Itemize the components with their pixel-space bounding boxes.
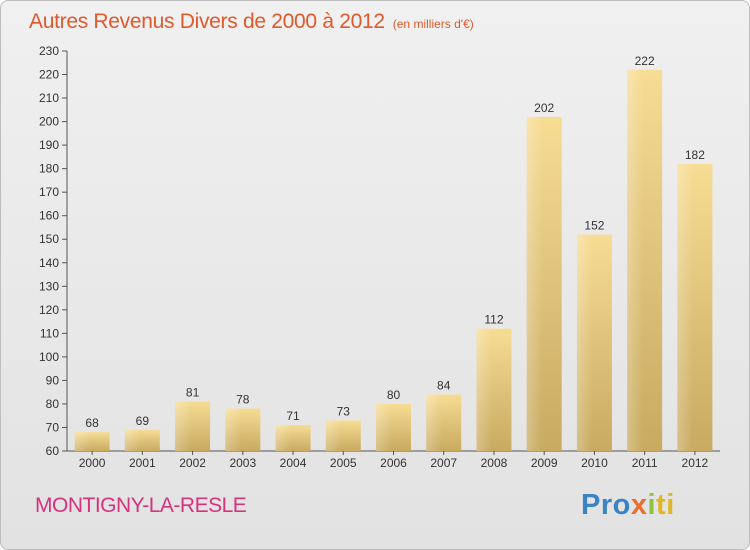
x-tick-label: 2005 <box>330 456 357 470</box>
bar-highlight <box>426 394 442 451</box>
bar-2004: 71 <box>275 409 311 451</box>
logo-part-4: ti <box>656 489 675 521</box>
bar-value-label: 71 <box>286 409 300 423</box>
y-tick-label: 180 <box>39 162 59 176</box>
bar-highlight <box>74 432 91 451</box>
logo-part-2: x <box>630 489 648 521</box>
bar-value-label: 68 <box>85 416 99 430</box>
x-tick-label: 2002 <box>179 456 206 470</box>
bar-2000: 68 <box>74 416 110 451</box>
bar-highlight <box>627 69 643 451</box>
x-tick-label: 2006 <box>380 456 407 470</box>
x-tick-label: 2009 <box>531 456 558 470</box>
x-tick-label: 2001 <box>129 456 156 470</box>
bar-highlight <box>376 403 392 451</box>
y-tick-label: 230 <box>39 44 59 58</box>
y-tick-label: 110 <box>40 326 59 340</box>
x-tick-label: 2000 <box>79 456 106 470</box>
bar-2003: 78 <box>225 393 261 451</box>
bar-value-label: 222 <box>635 54 655 68</box>
bar-value-label: 78 <box>236 393 250 407</box>
chart-bars: 68 69 81 78 71 73 80 84 112 202 152 222 182 <box>74 54 713 452</box>
y-tick-label: 70 <box>46 420 60 434</box>
bar-value-label: 182 <box>685 148 705 162</box>
bar-2012: 182 <box>677 148 713 452</box>
bar-value-label: 73 <box>337 404 351 418</box>
y-tick-label: 100 <box>39 350 59 364</box>
bar-value-label: 80 <box>387 388 401 402</box>
y-tick-label: 190 <box>39 138 59 152</box>
bar-highlight <box>476 328 493 451</box>
chart-title-text: Autres Revenus Divers de 2000 à 2012 <box>29 10 385 33</box>
logo-part-1: Pro <box>581 489 631 521</box>
x-tick-label: 2011 <box>632 456 658 470</box>
y-tick-label: 170 <box>39 185 59 199</box>
y-tick-label: 150 <box>39 232 59 246</box>
y-tick-label: 200 <box>39 115 59 129</box>
x-tick-label: 2007 <box>430 456 457 470</box>
bar-2002: 81 <box>175 386 211 451</box>
x-tick-label: 2004 <box>280 456 307 470</box>
logo-part-3: i <box>647 489 657 521</box>
bar-highlight <box>175 401 191 451</box>
bar-highlight <box>124 429 141 451</box>
x-tick-label: 2003 <box>229 456 256 470</box>
bar-value-label: 69 <box>136 414 150 428</box>
bar-2010: 152 <box>576 219 612 451</box>
y-tick-label: 140 <box>39 256 59 270</box>
bar-2011: 222 <box>627 54 663 451</box>
x-tick-label: 2010 <box>581 456 608 470</box>
y-tick-label: 80 <box>46 397 60 411</box>
y-tick-label: 210 <box>39 91 59 105</box>
y-tick-label: 220 <box>39 68 59 82</box>
bar-highlight <box>576 234 593 451</box>
bar-2005: 73 <box>325 404 361 451</box>
y-tick-label: 130 <box>39 279 59 293</box>
bar-2007: 84 <box>426 379 462 451</box>
chart-unit: (en milliers d'€) <box>392 17 474 31</box>
city-name: MONTIGNY-LA-RESLE <box>35 494 247 517</box>
bar-value-label: 81 <box>186 386 200 400</box>
bar-value-label: 84 <box>437 379 451 393</box>
x-tick-label: 2012 <box>682 456 709 470</box>
x-tick-label: 2008 <box>481 456 508 470</box>
bar-highlight <box>677 163 694 452</box>
y-tick-label: 60 <box>46 444 60 458</box>
proxiti-logo[interactable]: Proxiti <box>581 489 675 522</box>
bar-2009: 202 <box>526 101 562 451</box>
bar-highlight <box>526 116 543 451</box>
bar-value-label: 152 <box>584 219 604 233</box>
bar-2001: 69 <box>124 414 160 451</box>
bar-2006: 80 <box>376 388 411 451</box>
bar-value-label: 112 <box>484 313 503 327</box>
y-tick-label: 120 <box>39 303 59 317</box>
bar-highlight <box>225 408 242 451</box>
y-tick-label: 160 <box>39 209 59 223</box>
chart-title: Autres Revenus Divers de 2000 à 2012 (en … <box>29 10 474 34</box>
bar-highlight <box>275 425 292 451</box>
bar-highlight <box>325 420 342 451</box>
bar-value-label: 202 <box>534 101 554 115</box>
y-tick-label: 90 <box>46 373 60 387</box>
bar-2008: 112 <box>476 313 512 451</box>
